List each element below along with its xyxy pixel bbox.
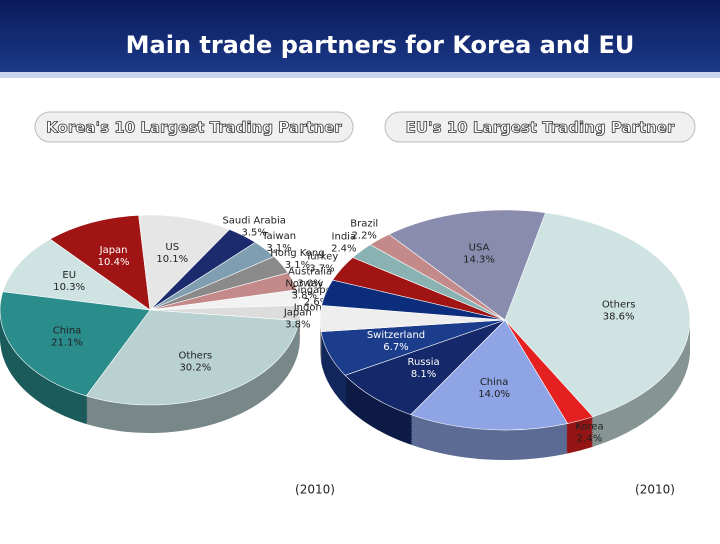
slice-value: 14.3% <box>463 255 495 266</box>
slice-value: 10.4% <box>98 257 130 268</box>
note: (2010) <box>295 483 335 497</box>
slice-label: US <box>165 242 179 253</box>
slice-label: Korea <box>575 421 603 432</box>
slice <box>0 291 151 397</box>
slice-label: USA <box>469 243 490 254</box>
slice-value: 3.1% <box>285 260 310 271</box>
slice-value: 3.8% <box>292 290 317 301</box>
slice-label: Taiwan <box>261 231 296 242</box>
slice-value: 10.1% <box>156 254 188 265</box>
slice-value: 3.1% <box>266 243 291 254</box>
slice-label: Hong Kong <box>270 248 324 259</box>
slice-value: 14.0% <box>478 389 510 400</box>
slice-label: Others <box>602 300 636 311</box>
slice-value: 3.8% <box>285 319 310 330</box>
slice-label: Switzerland <box>367 330 425 341</box>
slice-value: 10.3% <box>53 282 85 293</box>
slice <box>49 214 151 311</box>
header-pill <box>34 111 354 143</box>
title-bar <box>0 0 720 78</box>
pie-title: EU's 10 Largest Trading Partner <box>406 119 675 137</box>
slice <box>504 212 691 418</box>
pie-title: Korea's 10 Largest Trading Partner <box>46 119 342 137</box>
slice-label: Singapore <box>291 285 341 296</box>
slice-label: Turkey <box>305 251 339 262</box>
slide-title: Main trade partners for Korea and EU <box>126 31 635 59</box>
note: (2010) <box>635 483 675 497</box>
slice-value: 2.6% <box>304 297 329 308</box>
slice-value: 3.7% <box>309 263 334 274</box>
slice-label: Norway <box>285 278 323 289</box>
slice-value: 3.0% <box>297 279 322 290</box>
slice-value: 6.7% <box>383 342 408 353</box>
slice-value: 38.6% <box>603 312 635 323</box>
slice-value: 8.1% <box>411 369 436 380</box>
slice <box>2 238 151 311</box>
slice-value: 2.4% <box>577 433 602 444</box>
slice-label: China <box>480 377 509 388</box>
slice-label: India <box>332 232 357 243</box>
slice <box>344 319 506 415</box>
slice-label: Australia <box>288 267 332 278</box>
slice <box>410 319 568 431</box>
slice-label: Russia <box>407 357 439 368</box>
title-stripe <box>0 72 720 78</box>
slice-label: EU <box>62 270 76 281</box>
slice <box>388 209 546 321</box>
slice-label: Japan <box>283 307 312 318</box>
slice-value: 30.2% <box>179 362 211 373</box>
slice-label: Saudi Arabia <box>222 216 285 227</box>
slice-label: Others <box>179 350 213 361</box>
slice <box>85 309 300 406</box>
header-pill <box>384 111 696 143</box>
slice-label: Brazil <box>350 219 378 230</box>
slice-label: China <box>53 326 82 337</box>
slice-label: Indonesia <box>294 302 342 313</box>
slice-label: Japan <box>99 245 128 256</box>
slice-value: 2.4% <box>331 244 356 255</box>
slice-value: 2.2% <box>352 231 377 242</box>
slice-value: 21.1% <box>51 338 83 349</box>
slice <box>138 214 231 311</box>
slice-value: 3.5% <box>241 228 266 239</box>
